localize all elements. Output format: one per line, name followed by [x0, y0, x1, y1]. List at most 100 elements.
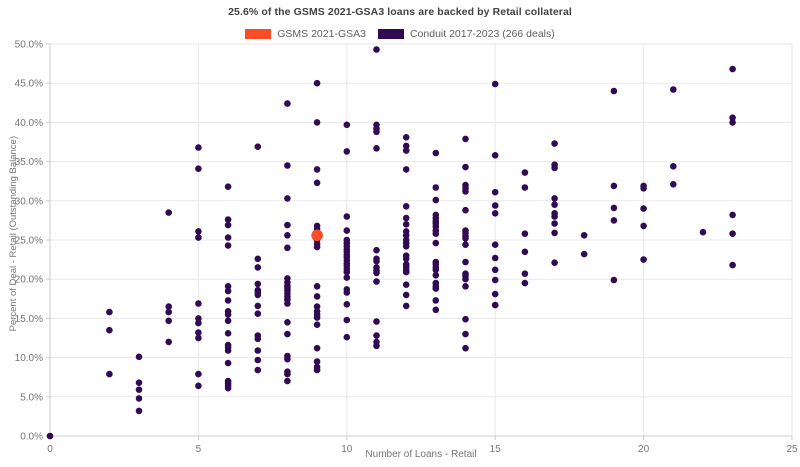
data-point	[491, 276, 499, 284]
y-tick-label: 0.0%	[20, 432, 43, 443]
data-point	[462, 163, 469, 171]
data-point	[284, 162, 291, 169]
data-point	[670, 181, 677, 188]
data-point	[195, 300, 202, 307]
y-tick-label: 5.0%	[20, 392, 43, 403]
data-point	[491, 241, 499, 248]
data-point	[284, 100, 291, 107]
data-point	[402, 142, 410, 150]
data-point	[284, 355, 291, 363]
data-point	[402, 203, 410, 210]
y-tick-label: 15.0%	[15, 314, 43, 325]
x-tick-label: 10	[341, 444, 353, 455]
data-point	[373, 332, 380, 339]
data-point	[462, 344, 469, 352]
data-point	[284, 377, 291, 385]
data-point	[224, 221, 232, 229]
data-point	[729, 211, 736, 219]
data-point	[254, 264, 262, 271]
data-point	[373, 269, 380, 277]
data-point	[610, 217, 618, 224]
data-point	[135, 407, 143, 415]
data-point	[640, 256, 647, 263]
data-point	[224, 347, 232, 354]
data-point	[106, 370, 113, 378]
data-point	[343, 148, 351, 155]
data-point	[462, 241, 469, 248]
data-point	[432, 297, 440, 304]
data-point	[195, 370, 202, 378]
data-point	[135, 395, 143, 402]
data-point	[402, 134, 410, 141]
x-axis-title: Number of Loans - Retail	[365, 449, 477, 460]
data-point	[224, 330, 232, 337]
data-point	[224, 234, 232, 241]
data-point	[165, 303, 172, 310]
data-point	[551, 140, 558, 147]
data-point	[224, 242, 232, 249]
data-point	[640, 222, 647, 230]
data-point	[165, 317, 172, 325]
data-point	[491, 301, 499, 309]
data-point	[284, 370, 291, 378]
x-tick-label: 5	[196, 444, 202, 455]
data-point	[224, 384, 232, 392]
data-point	[224, 283, 232, 290]
data-point	[640, 205, 647, 212]
data-point	[610, 182, 618, 190]
gsms-legend-label: GSMS 2021-GSA3	[277, 28, 366, 40]
data-point	[343, 227, 351, 234]
data-point	[491, 210, 499, 217]
data-point	[432, 184, 440, 191]
data-point	[311, 229, 323, 242]
legend: GSMS 2021-GSA3 Conduit 2017-2023 (266 de…	[0, 27, 800, 41]
data-point	[729, 119, 736, 126]
data-point	[284, 195, 291, 202]
data-point	[254, 347, 262, 354]
data-point	[610, 204, 618, 212]
data-point	[462, 315, 469, 323]
data-point	[313, 344, 321, 352]
data-point	[402, 281, 410, 289]
y-tick-label: 10.0%	[15, 353, 43, 364]
data-point	[699, 228, 707, 236]
data-point	[313, 303, 321, 310]
y-axis-title-wrap: Percent of Deal - Retail (Outstanding Ba…	[0, 0, 26, 467]
data-point	[580, 232, 588, 239]
data-point	[224, 297, 232, 304]
data-point	[343, 316, 351, 324]
data-point	[402, 268, 410, 276]
data-point	[402, 147, 410, 154]
data-point	[195, 334, 202, 342]
x-tick-label: 15	[490, 444, 502, 455]
data-point	[491, 254, 499, 262]
data-point	[254, 335, 262, 343]
data-point	[254, 143, 262, 150]
legend-item-gsms[interactable]: GSMS 2021-GSA3	[245, 28, 366, 40]
data-point	[373, 342, 380, 350]
data-point	[313, 179, 321, 187]
data-point	[551, 259, 558, 267]
y-tick-label: 35.0%	[15, 157, 43, 168]
legend-item-conduit[interactable]: Conduit 2017-2023 (266 deals)	[377, 28, 555, 40]
data-point	[432, 272, 440, 279]
data-point	[373, 145, 380, 152]
data-point	[165, 338, 172, 346]
data-point	[521, 248, 529, 256]
data-point	[491, 202, 499, 209]
data-point	[432, 285, 440, 292]
data-point	[313, 321, 321, 329]
data-point	[402, 166, 410, 173]
data-point	[284, 330, 291, 338]
data-point	[224, 359, 232, 367]
data-point	[432, 149, 440, 157]
x-tick-label: 20	[638, 444, 650, 455]
data-point	[224, 317, 232, 325]
data-point	[46, 432, 54, 440]
x-tick-label: 25	[786, 444, 798, 455]
data-point	[373, 128, 380, 136]
data-point	[521, 270, 529, 278]
data-point	[491, 266, 499, 274]
data-point	[462, 258, 469, 266]
